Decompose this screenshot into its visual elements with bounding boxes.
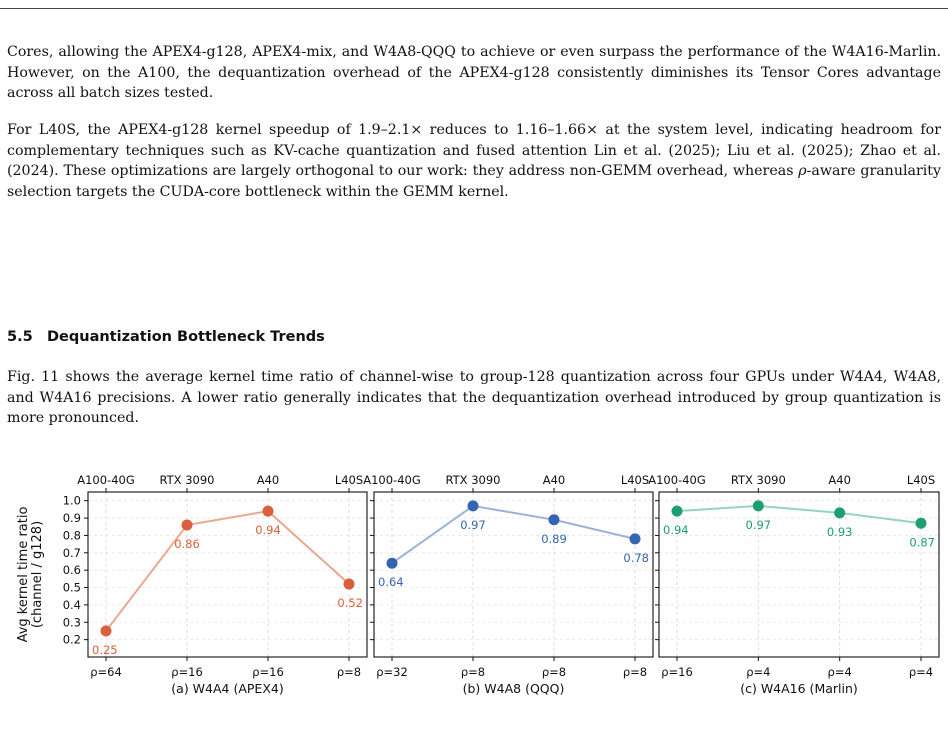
y-tick-label: 1.0 (63, 494, 81, 508)
series-line (676, 504, 922, 525)
gpu-top-label: A100-40G (363, 473, 421, 487)
data-point (548, 514, 560, 526)
x-tick-label: ρ=8 (461, 665, 485, 679)
paragraph-l40s-part1: For L40S, the APEX4-g128 kernel speedup … (7, 122, 941, 179)
panel-xlabel: (c) W4A16 (Marlin) (740, 681, 858, 696)
paragraph-l40s: For L40S, the APEX4-g128 kernel speedup … (7, 120, 941, 202)
panel-xlabel: (b) W4A8 (QQQ) (463, 681, 565, 696)
gpu-top-label: L40S (621, 473, 649, 487)
data-label: 0.94 (663, 523, 689, 537)
data-point (467, 500, 479, 512)
data-label: 0.64 (378, 575, 404, 589)
x-tick-label: ρ=16 (252, 665, 284, 679)
data-point (343, 578, 355, 590)
y-tick-label: 0.3 (63, 615, 81, 629)
y-axis-label-line2: (channel / g128) (30, 521, 45, 628)
x-tick-label: ρ=4 (909, 665, 933, 679)
data-label: 0.97 (460, 518, 486, 532)
data-point (181, 519, 193, 531)
paragraph-fig11: Fig. 11 shows the average kernel time ra… (7, 369, 941, 426)
y-tick-label: 0.5 (63, 581, 81, 595)
section-title: Dequantization Bottleneck Trends (47, 329, 325, 345)
x-tick-label: ρ=4 (746, 665, 770, 679)
rho-symbol: ρ (798, 163, 807, 179)
data-point (262, 505, 274, 517)
x-tick-label: ρ=8 (623, 665, 647, 679)
gpu-top-label: A100-40G (648, 473, 706, 487)
panel-frame (658, 491, 940, 658)
data-label: 0.87 (909, 535, 935, 549)
data-label: 0.93 (827, 525, 853, 539)
y-axis-label: Avg kernel time ratio(channel / g128) (16, 507, 45, 643)
y-tick-label: 0.6 (63, 563, 81, 577)
paragraph-tensor-cores: Cores, allowing the APEX4-g128, APEX4-mi… (7, 44, 941, 101)
gpu-top-label: RTX 3090 (446, 473, 501, 487)
gpu-top-label: L40S (335, 473, 363, 487)
data-point (834, 507, 846, 519)
data-point (100, 625, 112, 637)
x-tick-label: ρ=16 (171, 665, 203, 679)
x-tick-label: ρ=64 (90, 665, 122, 679)
gpu-top-label: A40 (543, 473, 566, 487)
panel-frame (87, 491, 368, 658)
data-label: 0.25 (92, 643, 118, 657)
gpu-top-label: A40 (257, 473, 280, 487)
x-tick-label: ρ=32 (376, 665, 408, 679)
series-line (105, 510, 350, 632)
y-tick-label: 0.2 (63, 633, 81, 647)
paragraph-l40s-part2: -aware granularity selection targets the… (7, 163, 941, 200)
data-label: 0.52 (337, 596, 363, 610)
page-top-rule (0, 8, 948, 9)
y-tick-label: 0.9 (63, 511, 81, 525)
y-tick-label: 0.7 (63, 546, 81, 560)
y-tick-label: 0.4 (63, 598, 81, 612)
gpu-top-label: RTX 3090 (160, 473, 215, 487)
series-line (391, 504, 636, 565)
data-label: 0.78 (623, 551, 649, 565)
data-label: 0.86 (174, 537, 200, 551)
data-point (752, 500, 764, 512)
data-point (915, 517, 927, 529)
y-axis-label-line1: Avg kernel time ratio (16, 507, 31, 643)
gpu-top-label: A40 (828, 473, 851, 487)
section-heading: 5.5 Dequantization Bottleneck Trends (7, 329, 325, 345)
data-label: 0.94 (255, 523, 281, 537)
x-tick-label: ρ=16 (661, 665, 693, 679)
section-number: 5.5 (7, 329, 33, 345)
gpu-top-label: RTX 3090 (731, 473, 786, 487)
x-tick-label: ρ=8 (337, 665, 361, 679)
data-point (671, 505, 683, 517)
panel-frame (373, 491, 654, 658)
data-point (629, 533, 641, 545)
y-tick-label: 0.8 (63, 528, 81, 542)
data-label: 0.89 (541, 532, 567, 546)
gpu-top-label: L40S (907, 473, 935, 487)
data-label: 0.97 (746, 518, 772, 532)
x-tick-label: ρ=4 (828, 665, 852, 679)
data-point (386, 557, 398, 569)
panel-xlabel: (a) W4A4 (APEX4) (171, 681, 283, 696)
x-tick-label: ρ=8 (542, 665, 566, 679)
figure-11: 0.2 0.3 0.4 0.5 0.6 0.7 0.8 0.9 1.0 ρ=64 A100-40G ρ… (16, 473, 940, 696)
gpu-top-label: A100-40G (77, 473, 135, 487)
